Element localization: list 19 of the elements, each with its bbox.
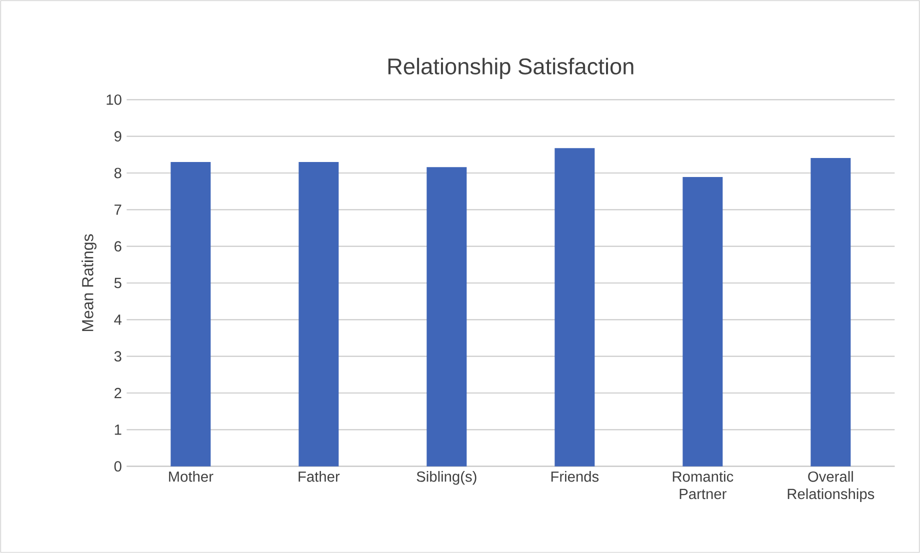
y-tick-label: 7 <box>114 204 122 215</box>
y-tick-label: 9 <box>114 131 122 142</box>
y-tick-label: 6 <box>114 241 122 252</box>
x-tick-label: Mother <box>169 471 214 482</box>
y-tick-label: 1 <box>114 424 122 435</box>
y-tick-label: 2 <box>114 388 122 398</box>
y-tick-label: 4 <box>114 314 122 325</box>
y-tick-label: 8 <box>114 168 122 178</box>
y-tick-label: 3 <box>114 351 122 362</box>
x-tick-label: Overall Relationships <box>788 471 874 502</box>
y-tick-label: 5 <box>114 278 122 288</box>
x-tick-label: Sibling(s) <box>416 471 476 485</box>
x-tick-label: Friends <box>551 471 599 482</box>
x-tick-label: Romantic Partner <box>672 471 734 500</box>
x-tick-label: Father <box>298 471 340 482</box>
y-tick-label: 10 <box>106 94 122 105</box>
y-tick-label: 0 <box>114 461 122 472</box>
y-axis-title: Mean Ratings <box>82 234 96 332</box>
chart-title: Relationship Satisfaction <box>388 58 634 79</box>
